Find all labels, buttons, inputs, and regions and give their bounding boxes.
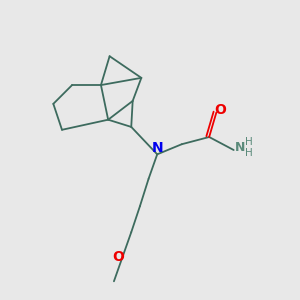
- Text: N: N: [152, 141, 163, 155]
- Text: O: O: [214, 103, 226, 117]
- Text: N: N: [235, 141, 245, 154]
- Text: H: H: [245, 137, 253, 147]
- Text: O: O: [112, 250, 124, 264]
- Text: H: H: [245, 148, 253, 158]
